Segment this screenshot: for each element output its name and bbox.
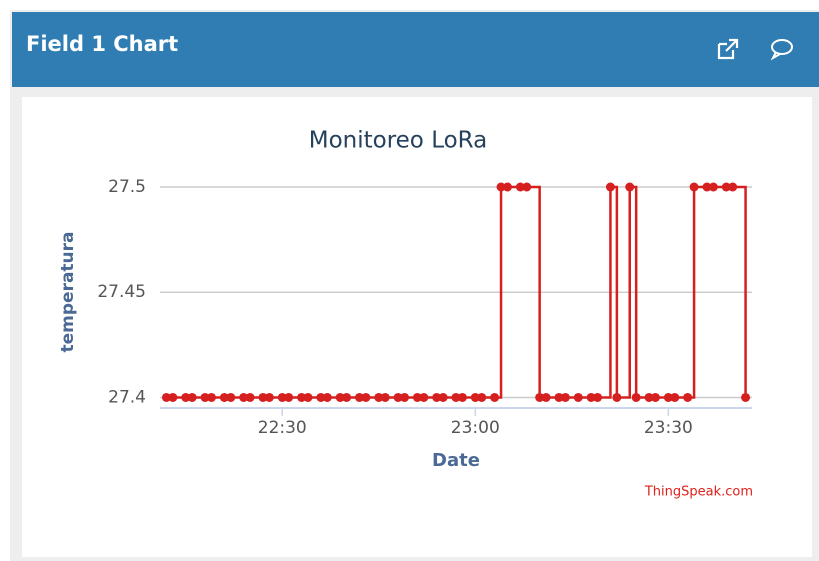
data-point: [670, 392, 680, 402]
data-point: [702, 182, 712, 192]
data-point: [470, 392, 480, 402]
data-point: [451, 392, 461, 402]
data-point: [631, 392, 641, 402]
chart-card: [22, 97, 812, 557]
data-point: [554, 392, 564, 402]
data-point: [457, 392, 467, 402]
data-point: [245, 392, 255, 402]
data-point: [663, 392, 673, 402]
data-point: [502, 182, 512, 192]
y-axis-label: temperatura: [58, 231, 78, 352]
data-point: [477, 392, 487, 402]
x-tick-label: 22:30: [258, 418, 307, 438]
data-point: [239, 392, 249, 402]
data-point: [683, 392, 693, 402]
data-point: [586, 392, 596, 402]
data-point: [438, 392, 448, 402]
data-point: [605, 182, 615, 192]
y-tick-label: 27.5: [108, 177, 146, 197]
data-point: [284, 392, 294, 402]
data-point: [741, 392, 751, 402]
data-point: [721, 182, 731, 192]
data-point: [303, 392, 313, 402]
data-point: [515, 182, 525, 192]
data-point: [625, 182, 635, 192]
y-tick-label: 27.4: [108, 387, 146, 407]
data-point: [226, 392, 236, 402]
widget-header: Field 1 Chart: [12, 12, 819, 87]
y-tick-label: 27.45: [97, 282, 146, 302]
data-point: [496, 182, 506, 192]
data-point: [316, 392, 326, 402]
data-point: [535, 392, 545, 402]
data-point: [393, 392, 403, 402]
data-point: [342, 392, 352, 402]
data-point: [187, 392, 197, 402]
data-point: [200, 392, 210, 402]
data-point: [573, 392, 583, 402]
data-point: [335, 392, 345, 402]
x-tick-label: 23:00: [451, 418, 500, 438]
data-point: [361, 392, 371, 402]
data-point: [181, 392, 191, 402]
data-point: [560, 392, 570, 402]
widget-title: Field 1 Chart: [26, 32, 179, 56]
data-point: [644, 392, 654, 402]
x-axis-label: Date: [432, 450, 480, 471]
data-point: [412, 392, 422, 402]
chart-title: Monitoreo LoRa: [309, 128, 488, 154]
data-point: [168, 392, 178, 402]
widget: Field 1 Chart: [10, 10, 819, 561]
data-point: [258, 392, 268, 402]
data-point: [612, 392, 622, 402]
comment-icon[interactable]: [768, 36, 796, 62]
data-point: [708, 182, 718, 192]
data-point: [297, 392, 307, 402]
data-point: [219, 392, 229, 402]
data-point: [432, 392, 442, 402]
data-point: [322, 392, 332, 402]
data-point: [206, 392, 216, 402]
data-point: [400, 392, 410, 402]
data-point: [522, 182, 532, 192]
data-point: [161, 392, 171, 402]
data-point: [650, 392, 660, 402]
data-point: [490, 392, 500, 402]
data-point: [593, 392, 603, 402]
open-icon[interactable]: [715, 36, 741, 62]
data-point: [541, 392, 551, 402]
credit: ThingSpeak.com: [644, 485, 753, 500]
data-point: [264, 392, 274, 402]
data-point: [419, 392, 429, 402]
data-point: [689, 182, 699, 192]
data-point: [728, 182, 738, 192]
data-point: [380, 392, 390, 402]
data-point: [374, 392, 384, 402]
data-point: [354, 392, 364, 402]
x-tick-label: 23:30: [644, 418, 693, 438]
data-point: [277, 392, 287, 402]
